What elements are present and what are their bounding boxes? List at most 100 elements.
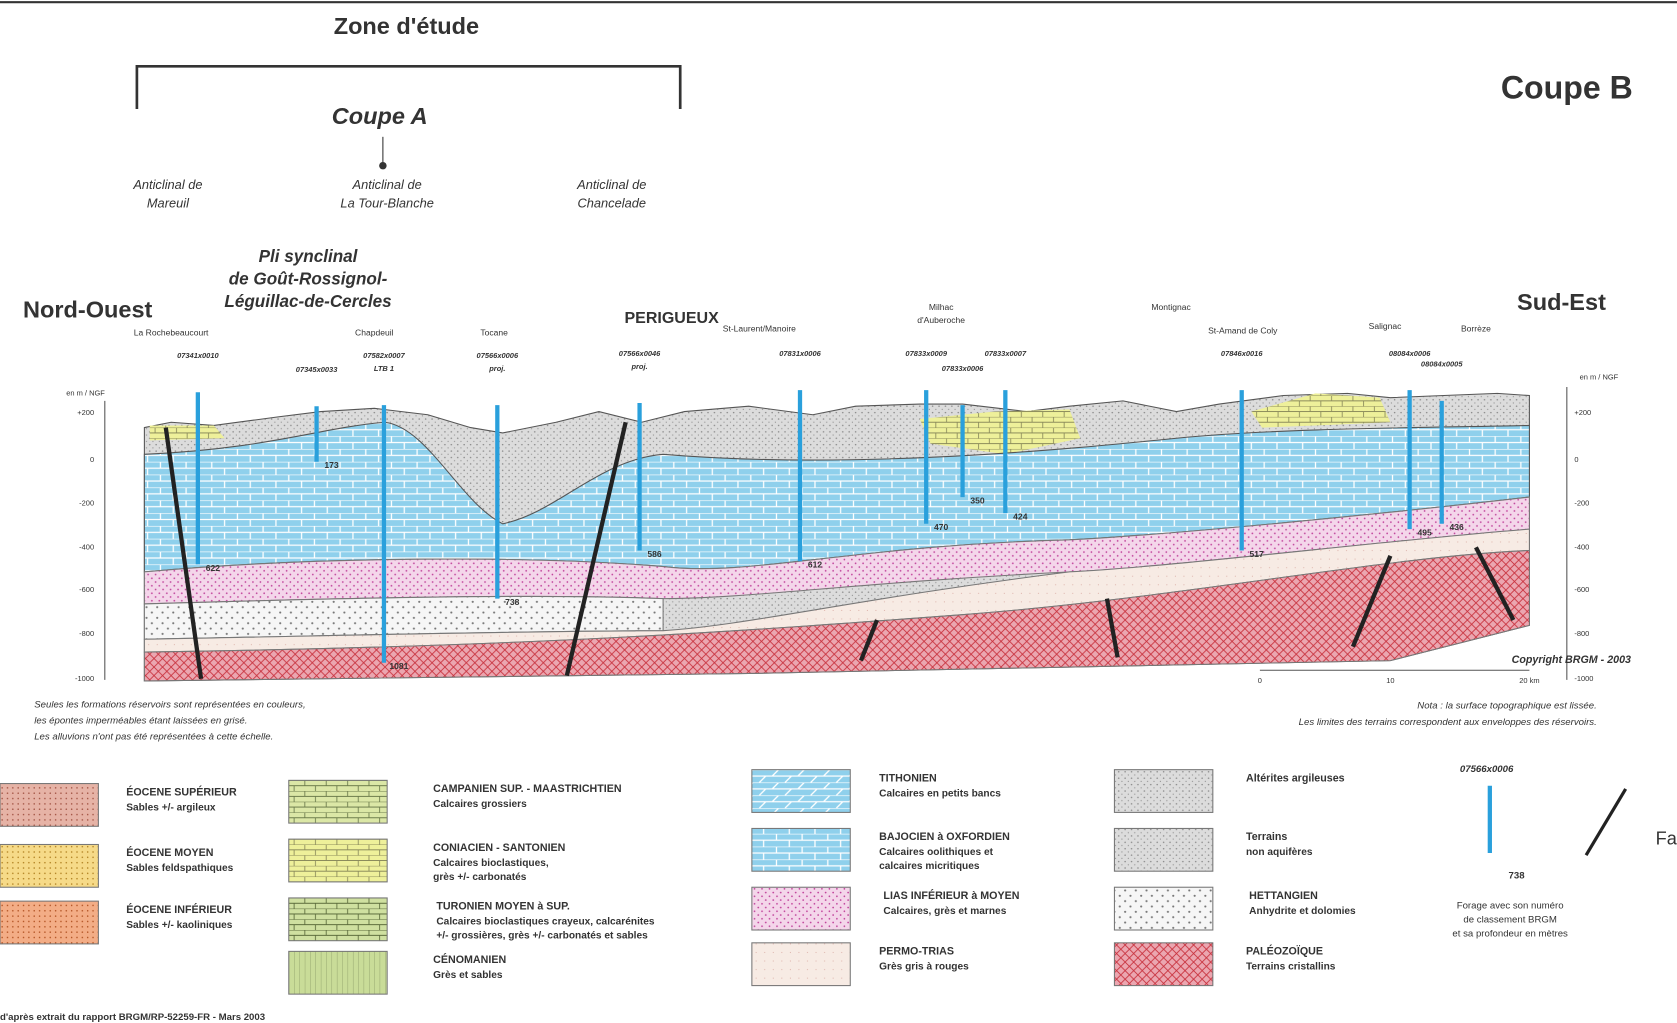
note-left: les épontes imperméables étant laissées …: [34, 716, 247, 727]
place-label: Milhac: [929, 302, 954, 312]
scale-label: 20 km: [1519, 676, 1539, 685]
well-depth: 350: [970, 495, 985, 505]
city-label: PERIGUEUX: [624, 309, 719, 327]
legend-desc: Calcaires grossiers: [433, 799, 527, 810]
well-depth: 173: [324, 460, 339, 470]
anticline-label: Anticlinal de: [352, 177, 422, 192]
place-label: St-Laurent/Manoire: [723, 323, 796, 333]
left-tick-label: -800: [79, 629, 94, 638]
legend-swatch: [289, 898, 387, 941]
right-tick-label: +200: [1574, 408, 1591, 417]
well-depth: 470: [934, 522, 949, 532]
legend-desc: Anhydrite et dolomies: [1249, 906, 1356, 917]
borehole-legend-desc: de classement BRGM: [1463, 915, 1556, 926]
coupe-a-dot: [379, 162, 386, 169]
right-tick-label: -600: [1574, 585, 1589, 594]
fault-legend-label: Faille: [1656, 828, 1677, 848]
place-label: St-Amand de Coly: [1208, 326, 1278, 336]
syncline-label: Pli synclinal: [259, 247, 359, 266]
yellow-patch: [150, 425, 225, 440]
well-id: 08084x0006: [1389, 349, 1431, 358]
well-depth: 495: [1417, 528, 1432, 538]
legend-swatch: [752, 828, 850, 871]
well-id: 07833x0007: [985, 349, 1027, 358]
cross-section: [105, 387, 1567, 681]
copyright: Copyright BRGM - 2003: [1512, 654, 1631, 666]
left-tick-label: -400: [79, 542, 94, 551]
well-id: 07846x0016: [1221, 349, 1263, 358]
anticline-label: La Tour-Blanche: [340, 195, 433, 210]
legend-desc: +/- grossières, grès +/- carbonatés et s…: [436, 931, 648, 942]
well-depth: 738: [505, 597, 520, 607]
legend-desc: Calcaires en petits bancs: [879, 788, 1001, 799]
left-tick-label: 0: [90, 455, 94, 464]
legend-desc: calcaires micritiques: [879, 861, 980, 872]
legend-title: TURONIEN MOYEN à SUP.: [436, 901, 569, 913]
anticline-label: Mareuil: [147, 195, 190, 210]
legend-title: HETTANGIEN: [1249, 890, 1318, 902]
well-id: 07566x0006: [477, 351, 519, 360]
note-right: Nota : la surface topographique est liss…: [1417, 701, 1597, 712]
place-label: Montignac: [1151, 302, 1191, 312]
borehole-legend-desc: et sa profondeur en mètres: [1452, 928, 1568, 939]
legend-swatch: [1114, 943, 1212, 986]
legend-desc: Calcaires bioclastiques crayeux, calcaré…: [436, 917, 655, 928]
scale-label: 0: [1258, 676, 1262, 685]
well-id: 08084x0005: [1421, 360, 1463, 369]
right-tick-label: -800: [1574, 629, 1589, 638]
well-id: 07833x0006: [942, 364, 984, 373]
borehole-legend-id: 07566x0006: [1460, 764, 1514, 775]
legend-title: Terrains: [1246, 831, 1287, 843]
well-depth: 517: [1250, 549, 1265, 559]
legend-swatch: [289, 951, 387, 994]
anticline-label: Anticlinal de: [576, 177, 646, 192]
legend-title: TITHONIEN: [879, 772, 937, 784]
well-depth: 424: [1013, 512, 1028, 522]
legend-desc: Calcaires bioclastiques,: [433, 858, 549, 869]
well-id: proj.: [488, 364, 505, 373]
fault-legend-line: [1586, 789, 1626, 855]
axis-unit: en m / NGF: [66, 389, 105, 398]
legend-desc: Sables +/- argileux: [126, 802, 216, 813]
legend-title: PERMO-TRIAS: [879, 946, 954, 958]
well-id: 07582x0007: [363, 351, 405, 360]
well-id: LTB 1: [374, 364, 394, 373]
legend-title: Altérites argileuses: [1246, 772, 1345, 784]
legend-title: CÉNOMANIEN: [433, 953, 506, 966]
legend-title: CONIACIEN - SANTONIEN: [433, 842, 565, 854]
legend-desc: Calcaires, grès et marnes: [883, 906, 1006, 917]
borehole-legend-depth: 738: [1509, 871, 1526, 882]
zone-title: Zone d'étude: [334, 13, 479, 39]
legend-swatch: [752, 770, 850, 813]
anticline-label: Anticlinal de: [132, 177, 202, 192]
scale-label: 10: [1386, 676, 1394, 685]
anticline-label: Chancelade: [578, 195, 647, 210]
legend-swatch: [1114, 828, 1212, 871]
borehole-legend-desc: Forage avec son numéro: [1457, 901, 1564, 912]
legend-swatch: [752, 887, 850, 930]
place-label: d'Auberoche: [917, 315, 965, 325]
left-tick-label: -200: [79, 499, 94, 508]
legend-title: ÉOCENE INFÉRIEUR: [126, 903, 232, 916]
note-left: Seules les formations réservoirs sont re…: [34, 700, 305, 711]
legend-title: PALÉOZOÏQUE: [1246, 945, 1323, 958]
syncline-label: Léguillac-de-Cercles: [224, 292, 391, 311]
legend-desc: Sables +/- kaoliniques: [126, 920, 233, 931]
direction-west: Nord-Ouest: [23, 296, 153, 322]
legend-swatch: [0, 784, 98, 827]
coupe-b: Coupe B: [1501, 69, 1633, 105]
geological-section: Zone d'étude Coupe A Coupe B Anticlinal de M…: [0, 0, 1677, 1023]
coupe-a: Coupe A: [332, 103, 428, 129]
syncline-label: de Goût-Rossignol-: [229, 269, 388, 288]
legend-title: ÉOCENE SUPÉRIEUR: [126, 785, 237, 798]
right-tick-label: -400: [1574, 542, 1589, 551]
source-note: d'après extrait du rapport BRGM/RP-52259…: [0, 1012, 265, 1023]
place-label: La Rochebeaucourt: [134, 328, 209, 338]
place-label: Tocane: [480, 328, 508, 338]
legend-title: CAMPANIEN SUP. - MAASTRICHTIEN: [433, 783, 621, 795]
legend-desc: Terrains cristallins: [1246, 962, 1336, 973]
legend-title: BAJOCIEN à OXFORDIEN: [879, 831, 1010, 843]
legend-desc: Sables feldspathiques: [126, 863, 233, 874]
note-left: Les alluvions n'ont pas été représentées…: [34, 732, 273, 743]
legend-desc: Calcaires oolithiques et: [879, 847, 993, 858]
